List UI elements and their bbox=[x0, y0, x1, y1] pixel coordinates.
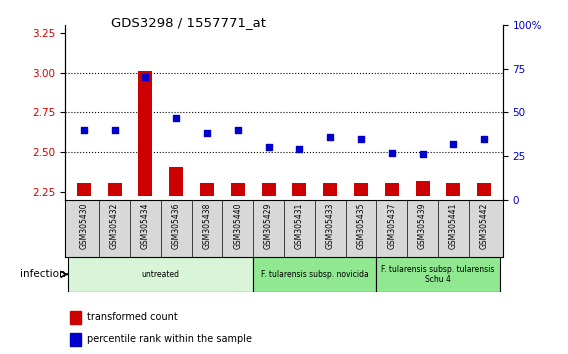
Bar bbox=[323, 183, 337, 196]
Point bbox=[80, 127, 89, 133]
Bar bbox=[169, 167, 183, 196]
Bar bbox=[385, 183, 399, 196]
Bar bbox=[200, 183, 214, 196]
Point bbox=[233, 127, 243, 133]
Text: GSM305432: GSM305432 bbox=[110, 203, 119, 249]
Text: GSM305441: GSM305441 bbox=[449, 203, 458, 249]
Text: GSM305442: GSM305442 bbox=[480, 203, 488, 249]
Text: GSM305430: GSM305430 bbox=[80, 203, 88, 249]
Point bbox=[202, 131, 211, 136]
Point bbox=[418, 152, 427, 157]
Bar bbox=[68, 257, 253, 292]
Text: GSM305429: GSM305429 bbox=[264, 203, 273, 249]
Bar bbox=[108, 183, 122, 196]
Text: untreated: untreated bbox=[142, 270, 180, 279]
Point bbox=[141, 75, 150, 80]
Bar bbox=[293, 183, 306, 196]
Bar bbox=[354, 183, 368, 196]
Text: F. tularensis subsp. tularensis
Schu 4: F. tularensis subsp. tularensis Schu 4 bbox=[381, 265, 495, 284]
Point bbox=[387, 150, 396, 155]
Text: infection: infection bbox=[20, 269, 66, 279]
Point bbox=[110, 127, 119, 133]
Text: percentile rank within the sample: percentile rank within the sample bbox=[87, 335, 252, 344]
Point bbox=[357, 136, 366, 142]
Text: GSM305433: GSM305433 bbox=[325, 203, 335, 249]
Text: GSM305435: GSM305435 bbox=[357, 203, 365, 249]
Bar bbox=[377, 257, 500, 292]
Point bbox=[479, 136, 488, 142]
Text: GSM305436: GSM305436 bbox=[172, 203, 181, 249]
Bar bbox=[70, 333, 81, 346]
Text: GSM305440: GSM305440 bbox=[233, 203, 243, 249]
Bar bbox=[262, 183, 275, 196]
Point bbox=[295, 146, 304, 152]
Text: GSM305438: GSM305438 bbox=[203, 203, 211, 249]
Bar bbox=[477, 183, 491, 196]
Point bbox=[172, 115, 181, 120]
Bar bbox=[139, 71, 152, 196]
Text: GDS3298 / 1557771_at: GDS3298 / 1557771_at bbox=[111, 16, 266, 29]
Point bbox=[325, 134, 335, 140]
Point bbox=[449, 141, 458, 147]
Text: GSM305431: GSM305431 bbox=[295, 203, 304, 249]
Bar bbox=[416, 181, 429, 196]
Text: GSM305434: GSM305434 bbox=[141, 203, 150, 249]
Text: F. tularensis subsp. novicida: F. tularensis subsp. novicida bbox=[261, 270, 369, 279]
Bar bbox=[446, 183, 460, 196]
Bar bbox=[70, 311, 81, 324]
Text: GSM305437: GSM305437 bbox=[387, 203, 396, 249]
Bar bbox=[77, 183, 91, 196]
Bar bbox=[253, 257, 377, 292]
Point bbox=[264, 144, 273, 150]
Bar bbox=[231, 183, 245, 196]
Text: transformed count: transformed count bbox=[87, 312, 178, 322]
Text: GSM305439: GSM305439 bbox=[418, 203, 427, 249]
